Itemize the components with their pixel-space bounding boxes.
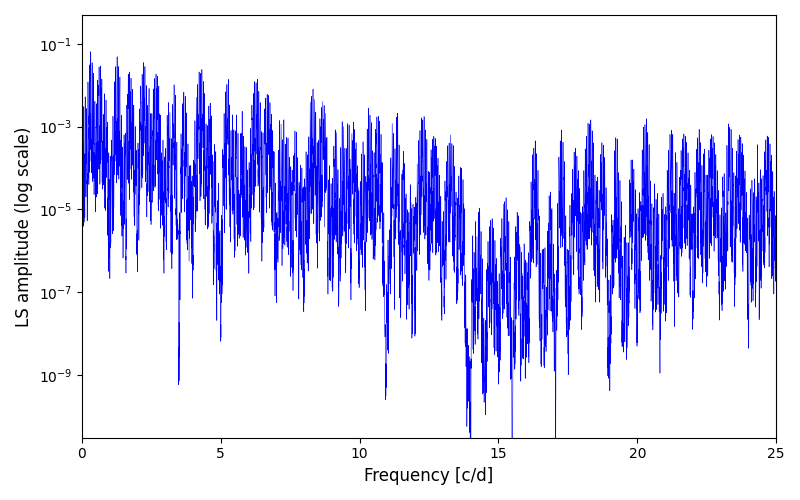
Y-axis label: LS amplitude (log scale): LS amplitude (log scale) — [15, 126, 33, 326]
X-axis label: Frequency [c/d]: Frequency [c/d] — [364, 467, 494, 485]
